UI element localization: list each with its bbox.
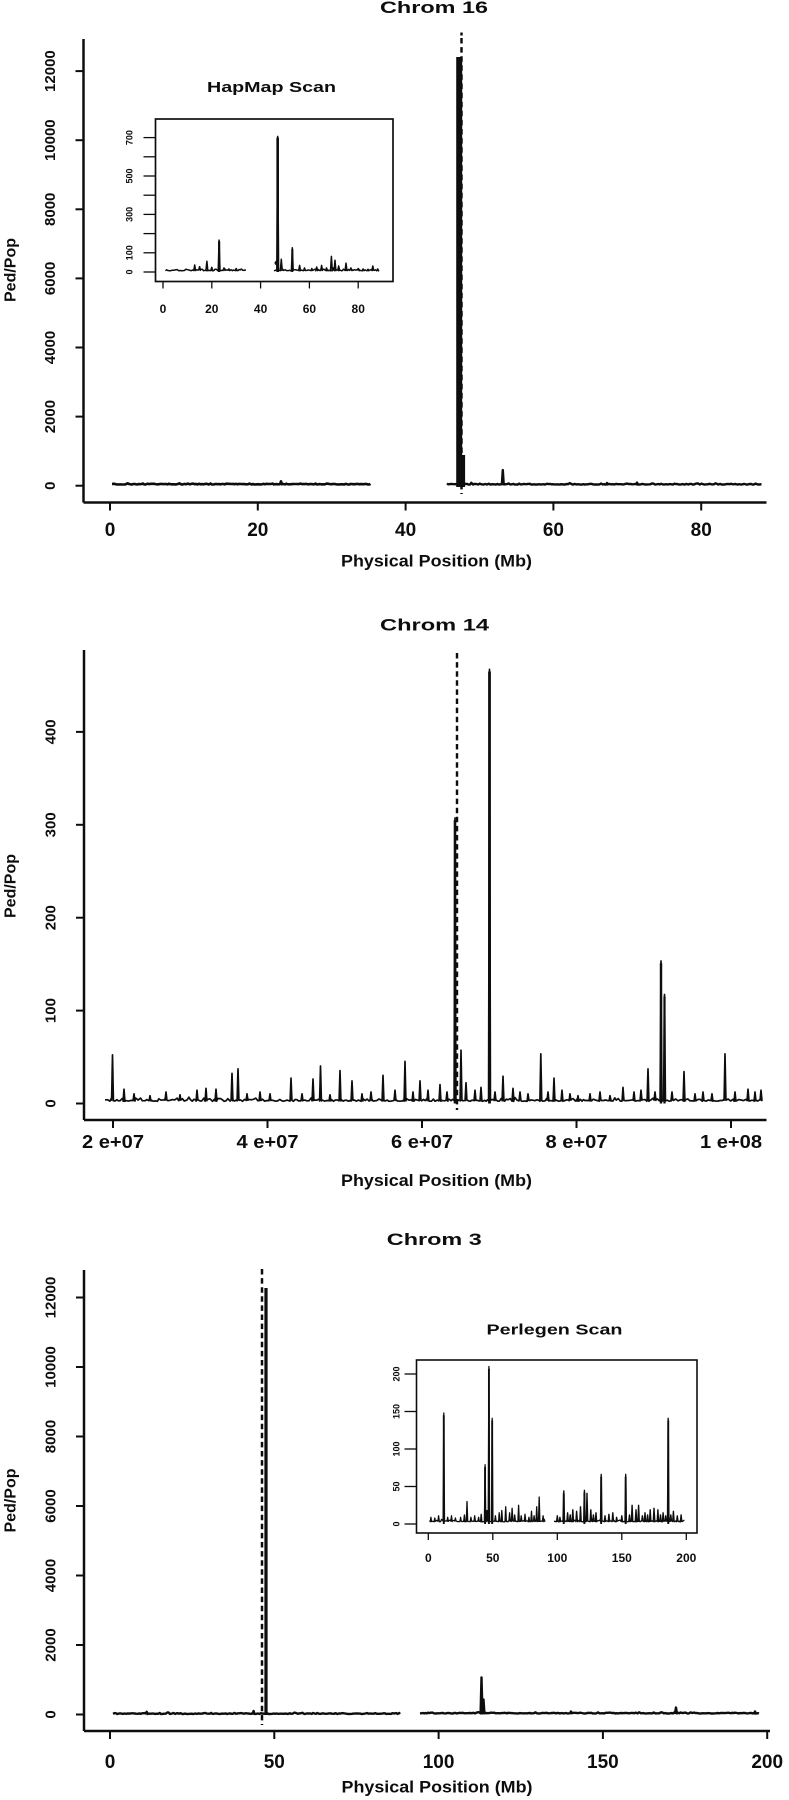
svg-text:0: 0 xyxy=(392,1521,402,1526)
svg-text:0: 0 xyxy=(125,269,135,274)
svg-text:Physical Position (Mb): Physical Position (Mb) xyxy=(341,552,532,571)
svg-text:1 e+08: 1 e+08 xyxy=(700,1132,762,1152)
svg-text:50: 50 xyxy=(486,1551,500,1565)
svg-text:HapMap Scan: HapMap Scan xyxy=(207,79,336,96)
svg-text:20: 20 xyxy=(205,302,219,316)
svg-text:10000: 10000 xyxy=(43,1346,60,1388)
svg-text:Chrom 3: Chrom 3 xyxy=(387,1230,482,1249)
svg-text:40: 40 xyxy=(254,302,268,316)
svg-text:Ped/Pop: Ped/Pop xyxy=(3,1468,20,1532)
svg-text:200: 200 xyxy=(676,1551,696,1565)
svg-text:80: 80 xyxy=(691,520,712,541)
svg-text:0: 0 xyxy=(105,520,116,541)
svg-text:0: 0 xyxy=(42,482,59,490)
svg-text:12000: 12000 xyxy=(43,1277,60,1319)
svg-text:10000: 10000 xyxy=(42,119,59,161)
svg-text:0: 0 xyxy=(43,1099,60,1107)
svg-text:100: 100 xyxy=(392,1441,402,1456)
svg-text:60: 60 xyxy=(543,520,564,541)
svg-text:200: 200 xyxy=(392,1366,402,1381)
svg-text:6 e+07: 6 e+07 xyxy=(391,1132,453,1152)
svg-text:2 e+07: 2 e+07 xyxy=(82,1132,144,1152)
svg-text:0: 0 xyxy=(43,1710,60,1718)
svg-text:80: 80 xyxy=(352,302,366,316)
svg-text:100: 100 xyxy=(125,245,135,260)
svg-text:150: 150 xyxy=(587,1752,619,1773)
svg-text:4000: 4000 xyxy=(43,1559,60,1592)
svg-text:6000: 6000 xyxy=(43,1489,60,1522)
svg-text:40: 40 xyxy=(395,520,416,541)
svg-text:Ped/Pop: Ped/Pop xyxy=(3,238,20,302)
svg-text:4000: 4000 xyxy=(42,331,59,364)
svg-text:0: 0 xyxy=(425,1551,432,1565)
svg-text:8000: 8000 xyxy=(43,1420,60,1453)
svg-text:150: 150 xyxy=(612,1551,632,1565)
svg-text:2000: 2000 xyxy=(43,1628,60,1661)
svg-text:Physical Position (Mb): Physical Position (Mb) xyxy=(341,1171,532,1190)
svg-text:Ped/Pop: Ped/Pop xyxy=(3,854,20,918)
svg-text:20: 20 xyxy=(247,520,268,541)
svg-text:2000: 2000 xyxy=(42,400,59,433)
svg-text:Physical Position (Mb): Physical Position (Mb) xyxy=(342,1778,533,1797)
svg-text:200: 200 xyxy=(43,905,60,930)
svg-text:60: 60 xyxy=(303,302,317,316)
svg-text:12000: 12000 xyxy=(42,50,59,92)
svg-text:8 e+07: 8 e+07 xyxy=(546,1132,608,1152)
svg-text:50: 50 xyxy=(392,1481,402,1491)
svg-text:8000: 8000 xyxy=(42,193,59,226)
svg-text:100: 100 xyxy=(423,1752,455,1773)
svg-text:700: 700 xyxy=(125,130,135,145)
svg-text:200: 200 xyxy=(751,1752,783,1773)
svg-text:Chrom 14: Chrom 14 xyxy=(380,616,490,635)
svg-text:150: 150 xyxy=(392,1404,402,1419)
svg-text:300: 300 xyxy=(43,812,60,837)
svg-text:100: 100 xyxy=(43,998,60,1023)
svg-text:500: 500 xyxy=(125,168,135,183)
svg-text:300: 300 xyxy=(125,207,135,222)
svg-text:Perlegen Scan: Perlegen Scan xyxy=(487,1322,623,1339)
svg-text:400: 400 xyxy=(43,719,60,744)
svg-text:100: 100 xyxy=(547,1551,567,1565)
svg-text:Chrom 16: Chrom 16 xyxy=(380,0,488,17)
svg-text:4 e+07: 4 e+07 xyxy=(237,1132,299,1152)
svg-text:50: 50 xyxy=(264,1752,285,1773)
svg-text:0: 0 xyxy=(160,302,167,316)
svg-text:0: 0 xyxy=(105,1752,116,1773)
svg-text:6000: 6000 xyxy=(42,262,59,295)
